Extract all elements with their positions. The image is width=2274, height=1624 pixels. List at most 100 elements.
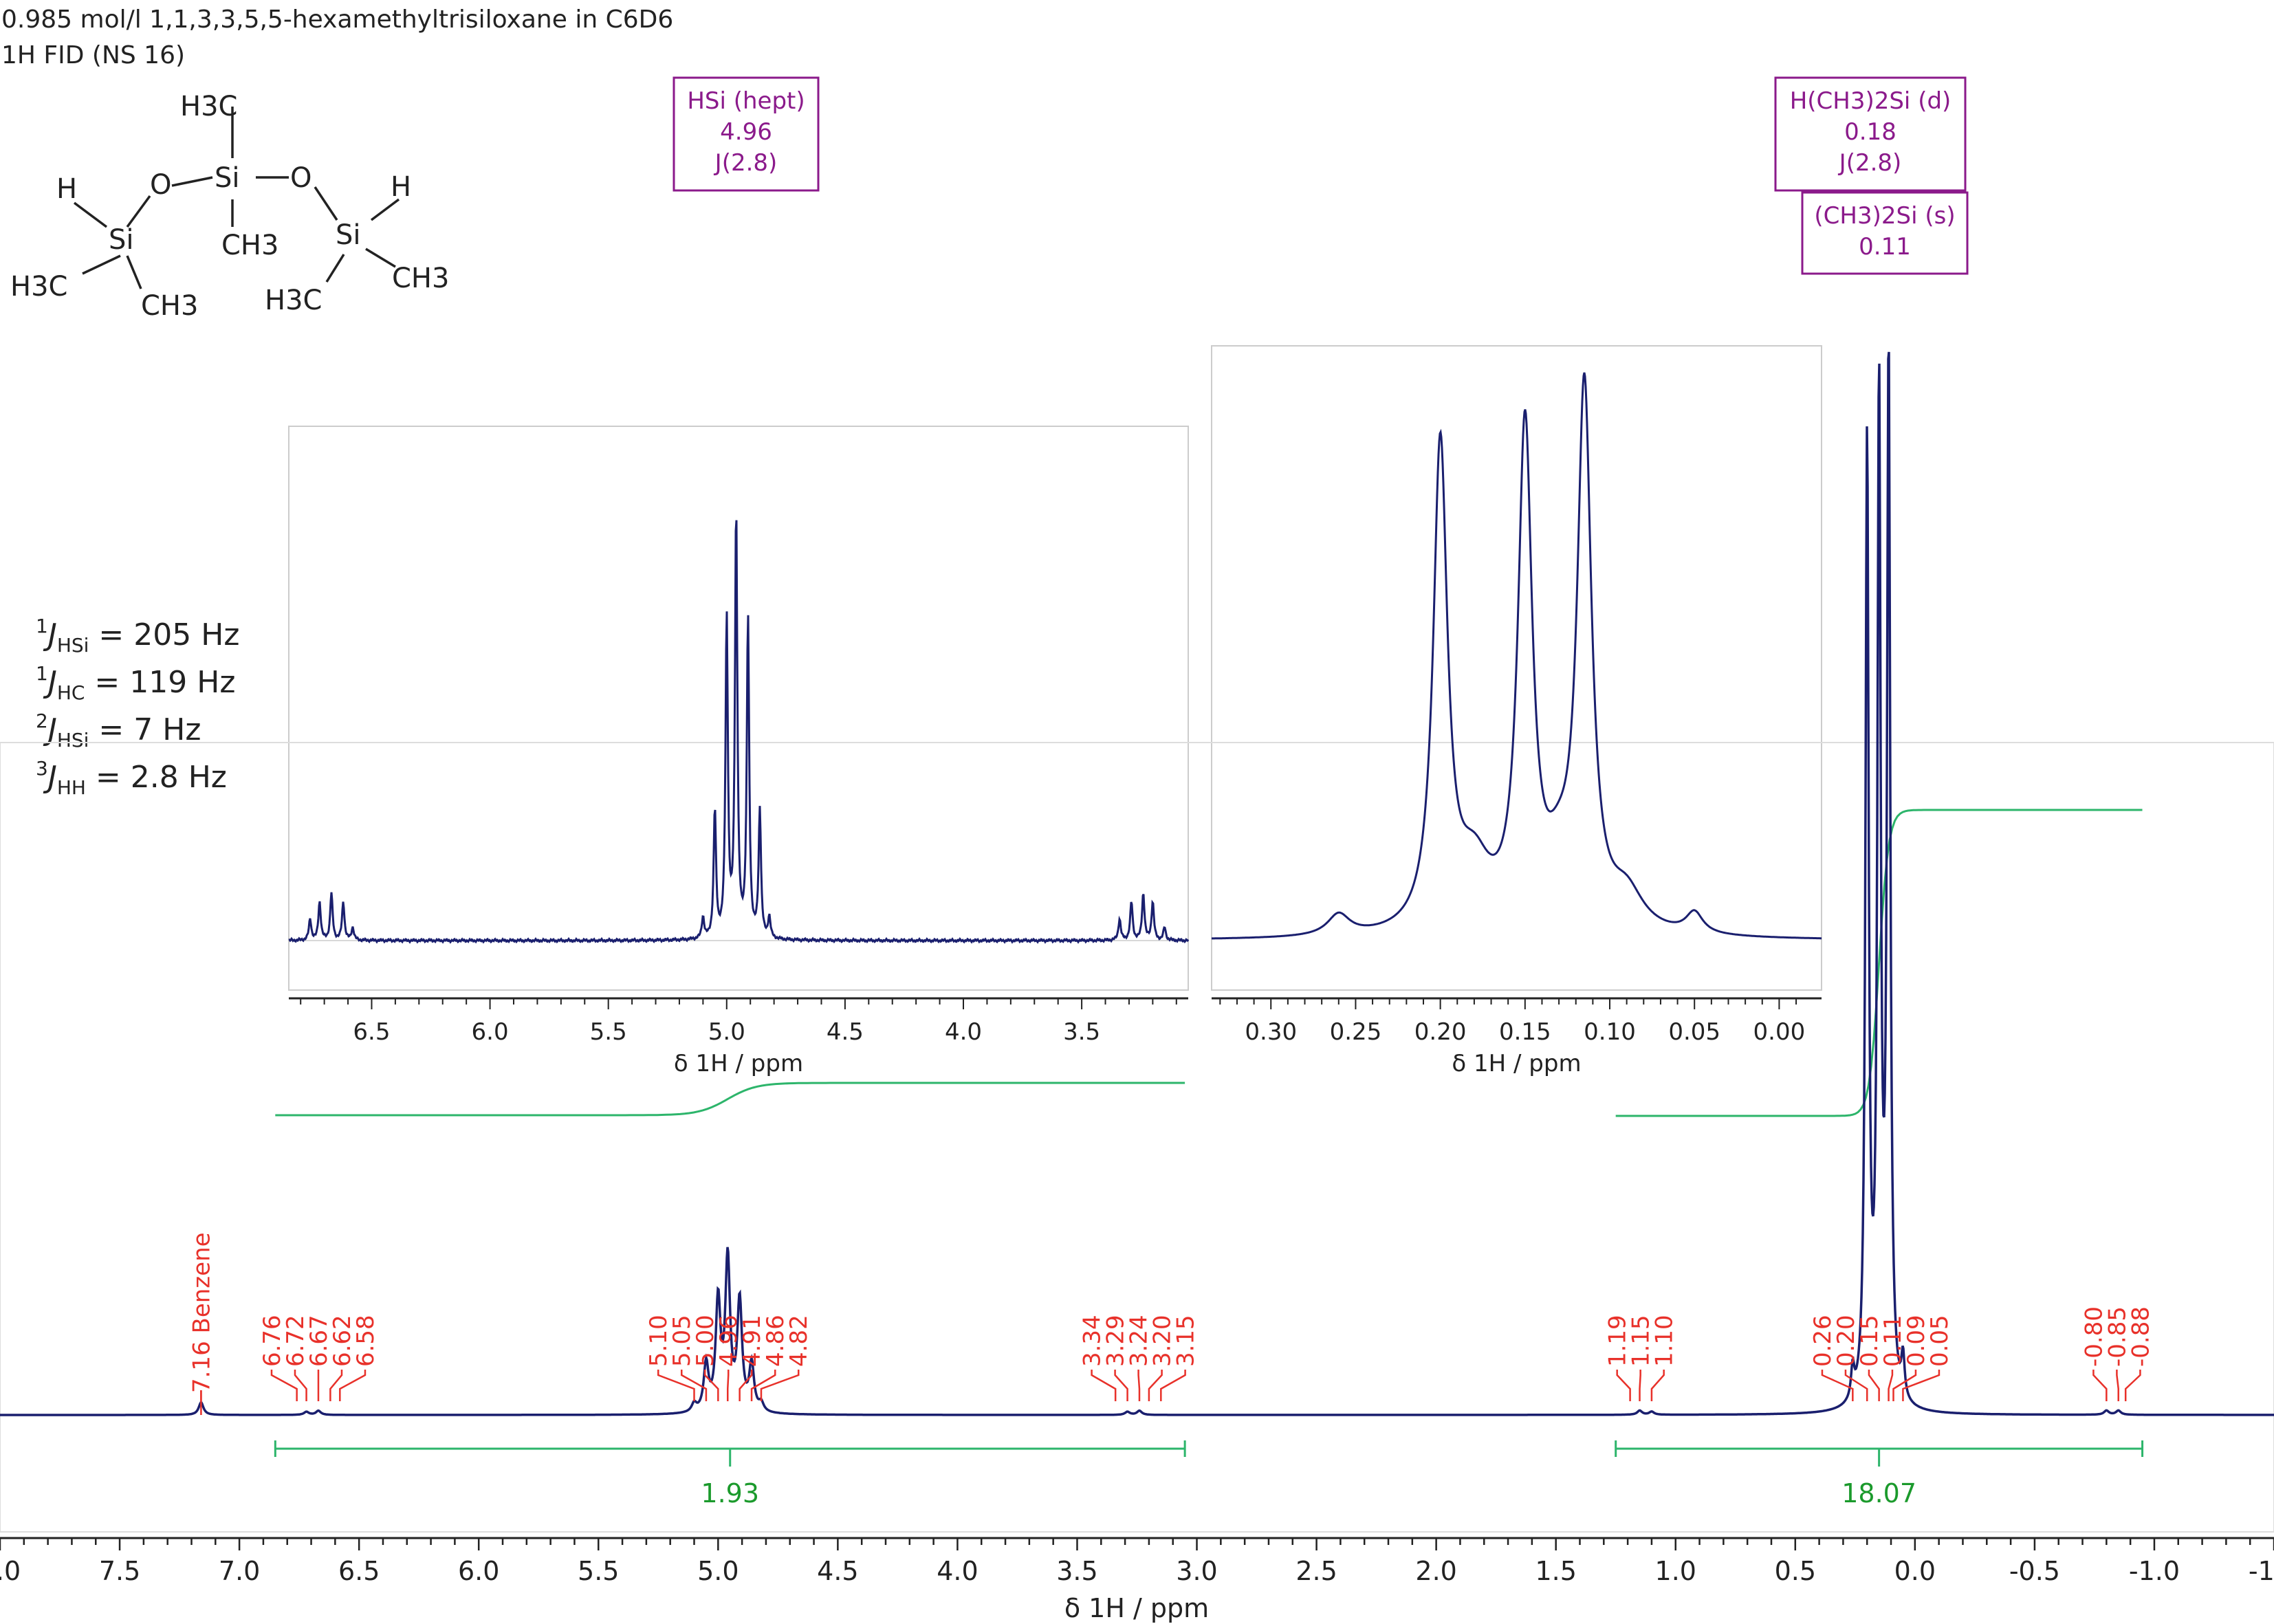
peak-label: 6.67 [305, 1315, 333, 1367]
x-tick-label: 0.5 [1775, 1556, 1816, 1586]
peak-label: 5.05 [668, 1315, 696, 1367]
inset-tick-label: 6.0 [472, 1018, 509, 1046]
inset-sih-plot: 6.5 6.0 5.5 5.0 4.5 4.0 3.5 δ 1H / ppm [288, 520, 1190, 1077]
multiplet-text: 0.11 [1859, 233, 1911, 261]
molecule-structure: H3C Si O Si O H H Si CH3 H3C CH3 H3C CH3 [10, 91, 449, 322]
peak-label: 0.15 [1856, 1315, 1883, 1367]
peak-label: 0.20 [1833, 1315, 1860, 1367]
x-tick-label: 8.0 [0, 1556, 21, 1586]
x-tick-label: 2.0 [1415, 1556, 1456, 1586]
x-tick-label: 3.0 [1176, 1556, 1217, 1586]
inset-tick-label: 6.5 [353, 1018, 390, 1046]
multiplet-text: J(2.8) [1838, 149, 1902, 177]
inset-tick-label: 0.20 [1414, 1018, 1467, 1046]
peak-leader [1650, 1370, 1665, 1390]
inset-methyl-frame [1211, 345, 1822, 991]
peak-leader [1844, 1370, 1868, 1390]
atom: H [56, 173, 77, 205]
multiplet-text: 4.96 [720, 118, 772, 146]
atom: CH3 [141, 290, 198, 322]
peak-leader [1868, 1370, 1880, 1390]
x-tick-label: 1.5 [1535, 1556, 1576, 1586]
plot-frame [0, 742, 2274, 1533]
x-tick-label: 7.5 [99, 1556, 140, 1586]
multiplet-box [1774, 76, 1967, 192]
peak-leader [2116, 1370, 2119, 1390]
peak-label: 6.72 [282, 1315, 309, 1367]
x-tick-label: 6.5 [338, 1556, 380, 1586]
coupling-constant: 2JHSi = 7 Hz [36, 710, 201, 751]
inset-tick-label: 4.5 [827, 1018, 864, 1046]
peak-leader [1160, 1370, 1186, 1390]
inset-tick-label: 4.0 [945, 1018, 982, 1046]
multiplet-text: J(2.8) [714, 149, 778, 177]
peak-label: 3.20 [1149, 1315, 1177, 1367]
peak-leader [294, 1370, 307, 1390]
peak-leader [1888, 1370, 1894, 1390]
inset-x-label: δ 1H / ppm [674, 1050, 803, 1077]
atom: Si [109, 224, 134, 256]
peak-label: 3.34 [1079, 1315, 1106, 1367]
integral-curves: 1.93 18.07 [274, 809, 2144, 1508]
peak-label: 0.11 [1879, 1315, 1907, 1367]
peak-label: 0.26 [1809, 1315, 1837, 1367]
peak-label: 4.86 [762, 1315, 789, 1367]
coupling-constant: 3JHH = 2.8 Hz [36, 757, 227, 799]
x-tick-label: -0.5 [2009, 1556, 2060, 1586]
inset-sih-trace [288, 520, 1190, 944]
integral-curve [1615, 809, 2143, 1117]
sample-title: 0.985 mol/l 1,1,3,3,5,5-hexamethyltrisil… [1, 6, 673, 34]
experiment-title: 1H FID (NS 16) [1, 41, 185, 69]
inset-tick-label: 0.00 [1753, 1018, 1806, 1046]
x-tick-label: 1.0 [1655, 1556, 1696, 1586]
integral-curve [275, 1082, 1185, 1117]
multiplet-text: 0.18 [1844, 118, 1896, 146]
axes: 8.0 7.5 7.0 6.5 6.0 5.5 5.0 4.5 4.0 3.5 3.0 2.5 2.0 1… [0, 1537, 2274, 1623]
peak-labels: 7.16 Benzene 6.766.726.676.626.58 5.105.05… [188, 1232, 2154, 1415]
atom: CH3 [221, 230, 278, 261]
peak-label: 5.10 [645, 1315, 673, 1367]
peak-leader [2092, 1370, 2108, 1390]
coupling-constants: 1JHSi = 205 Hz 1JHC = 119 Hz 2JHSi = 7 Hz 3… [36, 615, 239, 799]
coupling-constant: 1JHSi = 205 Hz [36, 615, 239, 657]
atom: O [150, 169, 171, 201]
peak-leader [1892, 1370, 1917, 1390]
x-tick-label: 7.0 [219, 1556, 260, 1586]
peak-label: 4.91 [739, 1315, 766, 1367]
x-tick-label: 6.0 [458, 1556, 499, 1586]
inset-tick-label: 5.0 [708, 1018, 745, 1046]
x-tick-label: 4.5 [817, 1556, 858, 1586]
inset-sih-frame [288, 426, 1189, 991]
inset-tick-label: 5.5 [590, 1018, 627, 1046]
peak-label: 1.10 [1651, 1315, 1679, 1367]
peak-label: 1.19 [1604, 1315, 1632, 1367]
atom: Si [336, 219, 361, 251]
inset-tick-label: 0.10 [1584, 1018, 1636, 1046]
inset-tick-label: 0.30 [1245, 1018, 1297, 1046]
peak-label: 0.05 [1926, 1315, 1954, 1367]
inset-tick-label: 0.15 [1499, 1018, 1551, 1046]
peak-label: 3.15 [1172, 1315, 1200, 1367]
peak-leader [680, 1370, 708, 1390]
peak-leader [657, 1370, 695, 1390]
coupling-constant: 1JHC = 119 Hz [36, 662, 235, 704]
multiplet-text: HSi (hept) [687, 87, 805, 115]
peak-leader [750, 1370, 776, 1390]
peak-label: 6.76 [259, 1315, 286, 1367]
integral-value: 18.07 [1841, 1478, 1916, 1508]
x-tick-label: -1.0 [2129, 1556, 2180, 1586]
x-tick-label: -1.5 [2249, 1556, 2274, 1586]
atom: Si [215, 162, 240, 194]
atom: H [391, 171, 411, 203]
multiplet-box [1801, 191, 1969, 275]
x-tick-label: 2.5 [1295, 1556, 1337, 1586]
multiplet-text: (CH3)2Si (s) [1814, 202, 1955, 230]
peak-leader [1616, 1370, 1631, 1390]
peak-label: 1.15 [1628, 1315, 1655, 1367]
multiplet-box [673, 76, 820, 192]
atom: CH3 [392, 263, 449, 294]
peak-label: 3.29 [1102, 1315, 1130, 1367]
x-tick-label: 3.5 [1056, 1556, 1097, 1586]
peak-label: -0.85 [2103, 1306, 2131, 1367]
